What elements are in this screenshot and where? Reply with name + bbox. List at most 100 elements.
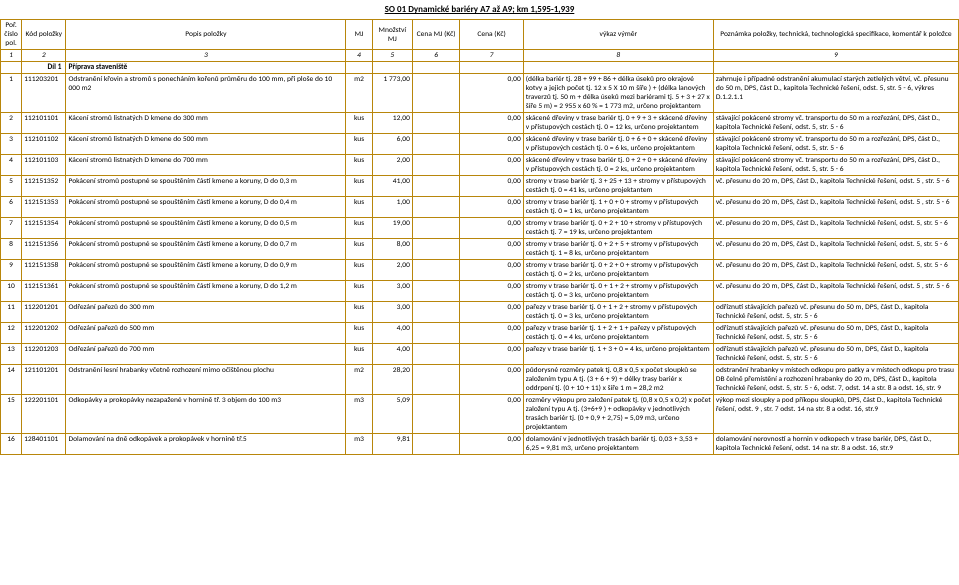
cell-cenamj bbox=[412, 281, 460, 302]
cell-cenamj bbox=[412, 344, 460, 365]
cell-mnoz: 4,00 bbox=[372, 344, 412, 365]
cell-vykaz: (délka bariér tj. 28 + 99 + 86 + délka ú… bbox=[523, 74, 713, 113]
cell-cena: 0,00 bbox=[460, 365, 523, 395]
cell-popis: Kácení stromů listnatých D kmene do 300 … bbox=[66, 113, 346, 134]
cell-por: 15 bbox=[1, 395, 22, 434]
cell-cena: 0,00 bbox=[460, 113, 523, 134]
cell-cena: 0,00 bbox=[460, 395, 523, 434]
cell-vykaz: stromy v trase bariér tj. 1 + 0 + 0 + st… bbox=[523, 197, 713, 218]
table-row: 4112101103Kácení stromů listnatých D kme… bbox=[1, 155, 959, 176]
empty-cell bbox=[372, 62, 412, 74]
cell-popis: Kácení stromů listnatých D kmene do 500 … bbox=[66, 134, 346, 155]
cell-vykaz: stromy v trase bariér tj. 0 + 2 + 10 + s… bbox=[523, 218, 713, 239]
cell-mnoz: 5,09 bbox=[372, 395, 412, 434]
cell-cena: 0,00 bbox=[460, 434, 523, 455]
colnum: 9 bbox=[713, 50, 958, 62]
colnum: 1 bbox=[1, 50, 22, 62]
cell-pozn: vč. přesunu do 20 m, DPS, část D., kapit… bbox=[713, 281, 958, 302]
cell-mj: kus bbox=[346, 323, 372, 344]
cell-pozn: odstranění hrabanky v místech odkopu pro… bbox=[713, 365, 958, 395]
cell-kod: 112201201 bbox=[22, 302, 66, 323]
cell-vykaz: pařezy v trase bariér tj. 0 + 1 + 2 + st… bbox=[523, 302, 713, 323]
empty-cell bbox=[460, 62, 523, 74]
cell-cena: 0,00 bbox=[460, 134, 523, 155]
cell-mj: kus bbox=[346, 134, 372, 155]
cell-pozn: vč. přesunu do 20 m, DPS, část D., kapit… bbox=[713, 176, 958, 197]
cell-vykaz: skácené dřeviny v trase bariér tj. 0 + 2… bbox=[523, 155, 713, 176]
cell-cenamj bbox=[412, 155, 460, 176]
page-title: SO 01 Dynamické bariéry A7 až A9; km 1,5… bbox=[0, 0, 959, 19]
cell-kod: 112201202 bbox=[22, 323, 66, 344]
cell-vykaz: dolamování v jednotlivých trasách bariér… bbox=[523, 434, 713, 455]
cell-mj: kus bbox=[346, 113, 372, 134]
cell-por: 3 bbox=[1, 134, 22, 155]
table-row: 12112201202Odřezání pařezů do 500 mmkus4… bbox=[1, 323, 959, 344]
hdr-por: Poř. číslo pol. bbox=[1, 20, 22, 50]
section-name: Příprava staveniště bbox=[66, 62, 346, 74]
table-row: 2112101101Kácení stromů listnatých D kme… bbox=[1, 113, 959, 134]
cell-pozn: vč. přesunu do 20 m, DPS, část D., kapit… bbox=[713, 218, 958, 239]
cell-vykaz: pařezy v trase bariér tj. 1 + 3 + 0 = 4 … bbox=[523, 344, 713, 365]
cell-kod: 112101101 bbox=[22, 113, 66, 134]
cell-cena: 0,00 bbox=[460, 239, 523, 260]
cell-cenamj bbox=[412, 260, 460, 281]
table-row: 11112201201Odřezání pařezů do 300 mmkus3… bbox=[1, 302, 959, 323]
colnum: 6 bbox=[412, 50, 460, 62]
table-row: 15122201101Odkopávky a prokopávky nezapa… bbox=[1, 395, 959, 434]
hdr-cena: Cena (Kč) bbox=[460, 20, 523, 50]
cell-kod: 112151356 bbox=[22, 239, 66, 260]
empty-cell bbox=[523, 62, 713, 74]
main-table: Poř. číslo pol. Kód položky Popis položk… bbox=[0, 19, 959, 455]
column-number-row: 1 2 3 4 5 6 7 8 9 bbox=[1, 50, 959, 62]
colnum: 8 bbox=[523, 50, 713, 62]
empty-cell bbox=[412, 62, 460, 74]
colnum: 7 bbox=[460, 50, 523, 62]
cell-mj: m2 bbox=[346, 365, 372, 395]
cell-mj: kus bbox=[346, 239, 372, 260]
cell-por: 13 bbox=[1, 344, 22, 365]
cell-por: 8 bbox=[1, 239, 22, 260]
empty-cell bbox=[1, 62, 22, 74]
cell-mnoz: 41,00 bbox=[372, 176, 412, 197]
cell-popis: Dolamování na dně odkopávek a prokopávek… bbox=[66, 434, 346, 455]
cell-vykaz: stromy v trase bariér tj. 0 + 2 + 0 + st… bbox=[523, 260, 713, 281]
cell-pozn: vč. přesunu do 20 m, DPS, část D., kapit… bbox=[713, 239, 958, 260]
cell-cenamj bbox=[412, 197, 460, 218]
cell-vykaz: rozměry výkopu pro založení patek tj. (0… bbox=[523, 395, 713, 434]
cell-kod: 112151354 bbox=[22, 218, 66, 239]
section-row: Díl 1 Příprava staveniště bbox=[1, 62, 959, 74]
cell-mj: kus bbox=[346, 155, 372, 176]
cell-kod: 112101103 bbox=[22, 155, 66, 176]
cell-mnoz: 3,00 bbox=[372, 281, 412, 302]
cell-popis: Odstranění křovin a stromů s ponecháním … bbox=[66, 74, 346, 113]
cell-popis: Pokácení stromů postupné se spouštěním č… bbox=[66, 197, 346, 218]
cell-kod: 121101201 bbox=[22, 365, 66, 395]
cell-mj: m3 bbox=[346, 395, 372, 434]
cell-vykaz: stromy v trase bariér tj. 0 + 1 + 2 + st… bbox=[523, 281, 713, 302]
cell-kod: 112151352 bbox=[22, 176, 66, 197]
cell-pozn: vč. přesunu do 20 m, DPS, část D., kapit… bbox=[713, 197, 958, 218]
cell-popis: Odřezání pařezů do 300 mm bbox=[66, 302, 346, 323]
cell-cenamj bbox=[412, 395, 460, 434]
cell-mj: kus bbox=[346, 176, 372, 197]
table-row: 5112151352Pokácení stromů postupné se sp… bbox=[1, 176, 959, 197]
cell-mnoz: 2,00 bbox=[372, 155, 412, 176]
cell-cenamj bbox=[412, 365, 460, 395]
cell-vykaz: pařezy v trase bariér tj. 1 + 2 + 1 + pa… bbox=[523, 323, 713, 344]
cell-cenamj bbox=[412, 176, 460, 197]
cell-mj: kus bbox=[346, 218, 372, 239]
table-row: 7112151354Pokácení stromů postupné se sp… bbox=[1, 218, 959, 239]
cell-cena: 0,00 bbox=[460, 323, 523, 344]
cell-pozn: stávající pokácené stromy vč. transportu… bbox=[713, 113, 958, 134]
hdr-vykaz: výkaz výměr bbox=[523, 20, 713, 50]
cell-por: 5 bbox=[1, 176, 22, 197]
table-row: 9112151358Pokácení stromů postupné se sp… bbox=[1, 260, 959, 281]
table-row: 8112151356Pokácení stromů postupné se sp… bbox=[1, 239, 959, 260]
cell-cena: 0,00 bbox=[460, 281, 523, 302]
cell-cena: 0,00 bbox=[460, 176, 523, 197]
cell-por: 2 bbox=[1, 113, 22, 134]
cell-cena: 0,00 bbox=[460, 74, 523, 113]
table-body: Díl 1 Příprava staveniště 1111203201Odst… bbox=[1, 62, 959, 455]
cell-popis: Pokácení stromů postupné se spouštěním č… bbox=[66, 176, 346, 197]
cell-popis: Pokácení stromů postupné se spouštěním č… bbox=[66, 281, 346, 302]
